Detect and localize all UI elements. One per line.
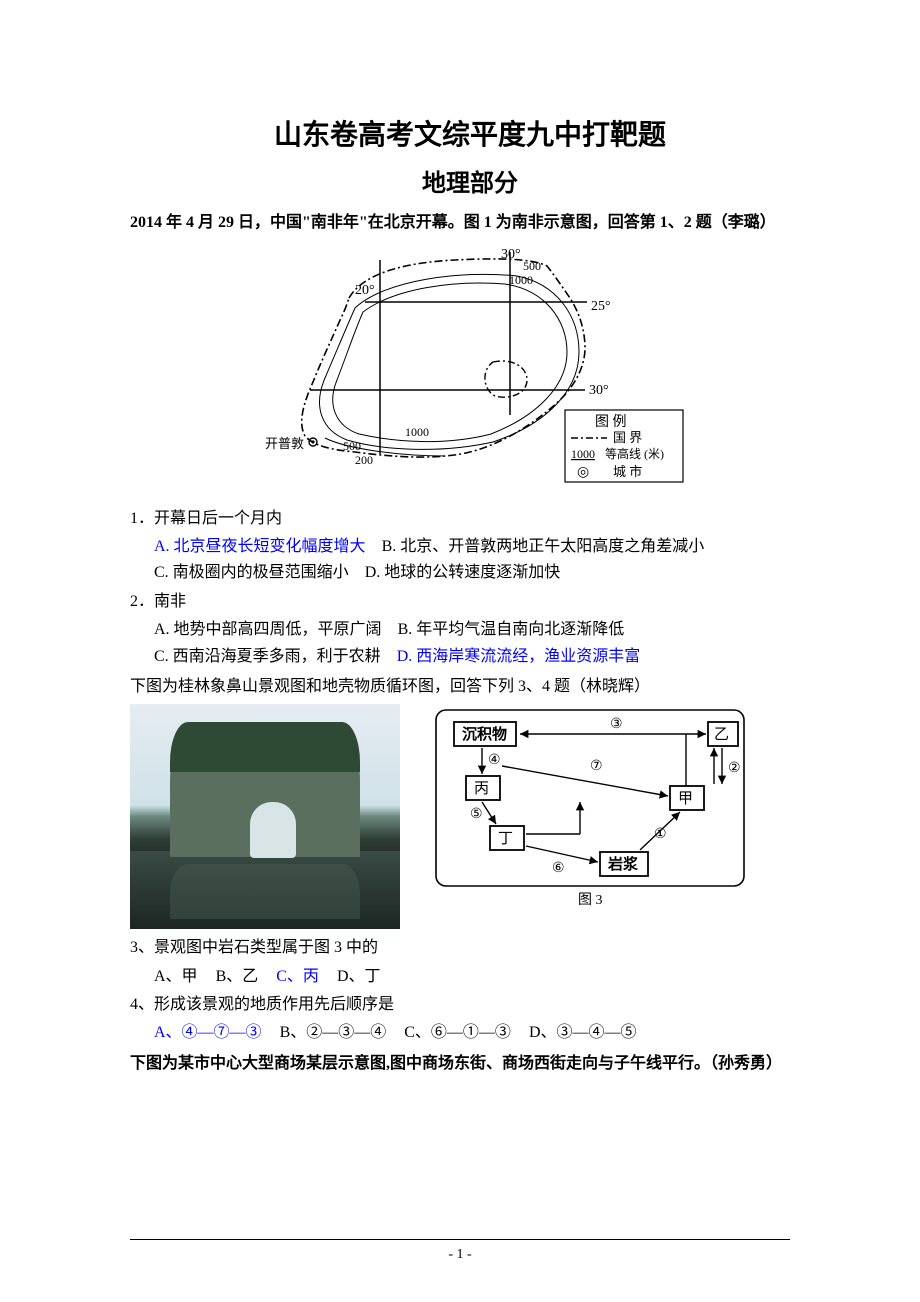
svg-text:②: ② [728, 761, 741, 776]
svg-text:500: 500 [523, 259, 541, 273]
q2-opt-c: C. 西南沿海夏季多雨，利于农耕 [154, 644, 381, 670]
q3-opt-a: A、甲 [154, 968, 198, 985]
doc-subtitle: 地理部分 [130, 164, 810, 204]
q3-stem: 3、景观图中岩石类型属于图 3 中的 [130, 935, 810, 961]
south-africa-map-svg: 20° 30° 25° 30° 500 1000 1000 500 200 开普… [255, 240, 685, 488]
q4-opt-c: C、⑥—①—③ [404, 1024, 511, 1041]
svg-text:等高线 (米): 等高线 (米) [605, 446, 664, 461]
svg-text:⑤: ⑤ [470, 807, 483, 822]
svg-text:沉积物: 沉积物 [462, 725, 507, 743]
svg-text:①: ① [654, 827, 667, 842]
svg-text:丁: 丁 [498, 831, 513, 847]
q3-opt-c: C、丙 [276, 968, 319, 985]
svg-text:500: 500 [343, 439, 361, 453]
svg-text:200: 200 [355, 453, 373, 467]
svg-text:甲: 甲 [678, 791, 693, 807]
svg-text:城 市: 城 市 [613, 464, 642, 479]
q4-opt-a: A、④—⑦—③ [154, 1024, 262, 1041]
q1-opt-b: B. 北京、开普敦两地正午太阳高度之角差减小 [382, 534, 705, 560]
q3-opt-b: B、乙 [216, 968, 259, 985]
svg-text:⑦: ⑦ [590, 759, 603, 774]
svg-text:岩浆: 岩浆 [607, 855, 639, 873]
q2-opt-a: A. 地势中部高四周低，平原广阔 [154, 617, 382, 643]
svg-text:1000: 1000 [571, 447, 595, 461]
intro-2: 下图为桂林象鼻山景观图和地壳物质循环图，回答下列 3、4 题（林晓辉） [130, 674, 810, 700]
svg-text:开普敦: 开普敦 [265, 436, 304, 451]
q3-opt-d: D、丁 [337, 968, 381, 985]
q2-stem: 2．南非 [130, 589, 810, 615]
svg-text:国 界: 国 界 [613, 430, 642, 445]
svg-text:25°: 25° [591, 299, 611, 314]
intro-1: 2014 年 4 月 29 日，中国"南非年"在北京开幕。图 1 为南非示意图，… [130, 210, 810, 236]
q1-opt-c: C. 南极圈内的极昼范围缩小 [154, 560, 349, 586]
svg-text:◎: ◎ [577, 465, 589, 480]
q1-opt-a: A. 北京昼夜长短变化幅度增大 [154, 534, 366, 560]
page-number: - 1 - [0, 1243, 920, 1266]
q4-stem: 4、形成该景观的地质作用先后顺序是 [130, 992, 810, 1018]
svg-text:1000: 1000 [509, 273, 533, 287]
svg-text:20°: 20° [355, 283, 375, 298]
svg-text:图 例: 图 例 [595, 414, 627, 430]
svg-text:30°: 30° [589, 383, 609, 398]
figure-1-map: 20° 30° 25° 30° 500 1000 1000 500 200 开普… [130, 240, 810, 497]
rock-cycle-diagram: 沉积物 丙 丁 岩浆 甲 乙 ③ ④ ⑦ [430, 704, 750, 910]
q1-opt-d: D. 地球的公转速度逐渐加快 [365, 560, 561, 586]
doc-title: 山东卷高考文综平度九中打靶题 [130, 112, 810, 158]
svg-text:③: ③ [610, 717, 623, 732]
elephant-trunk-hill-photo [130, 704, 400, 929]
svg-text:丙: 丙 [474, 781, 489, 797]
q1-stem: 1．开幕日后一个月内 [130, 506, 810, 532]
intro-3: 下图为某市中心大型商场某层示意图,图中商场东街、商场西街走向与子午线平行。（孙秀… [130, 1051, 810, 1077]
svg-text:乙: 乙 [714, 727, 729, 743]
svg-text:1000: 1000 [405, 425, 429, 439]
q2-opt-b: B. 年平均气温自南向北逐渐降低 [398, 617, 625, 643]
q2-opt-d: D. 西海岸寒流流经，渔业资源丰富 [397, 644, 641, 670]
svg-text:⑥: ⑥ [552, 861, 565, 876]
q4-opt-b: B、②—③—④ [280, 1024, 387, 1041]
svg-text:④: ④ [488, 753, 501, 768]
svg-text:图 3: 图 3 [578, 893, 603, 908]
q4-opt-d: D、③—④—⑤ [529, 1024, 637, 1041]
footer-rule [130, 1239, 790, 1240]
